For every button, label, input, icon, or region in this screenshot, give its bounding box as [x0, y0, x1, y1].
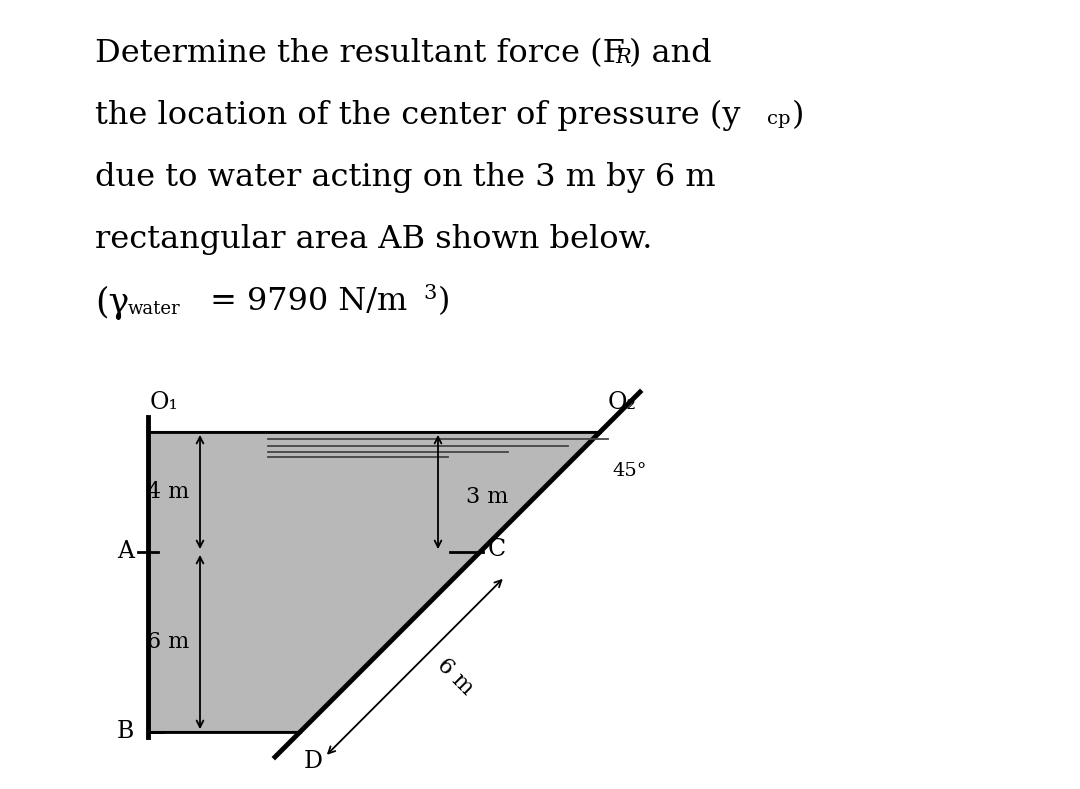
- Text: the location of the center of pressure (y: the location of the center of pressure (…: [95, 100, 741, 131]
- Text: water: water: [129, 300, 180, 318]
- Text: 3: 3: [423, 284, 436, 303]
- Text: cp: cp: [767, 110, 791, 128]
- Text: rectangular area AB shown below.: rectangular area AB shown below.: [95, 224, 652, 255]
- Text: ): ): [792, 100, 805, 131]
- Text: (γ: (γ: [95, 286, 130, 320]
- Text: O₂: O₂: [608, 391, 637, 414]
- Text: 45°: 45°: [612, 462, 647, 480]
- Text: D: D: [303, 750, 323, 773]
- Polygon shape: [148, 432, 600, 732]
- Text: 6 m: 6 m: [147, 631, 189, 653]
- Text: O₁: O₁: [150, 391, 179, 414]
- Text: Determine the resultant force (F: Determine the resultant force (F: [95, 38, 625, 69]
- Text: 3 m: 3 m: [465, 486, 509, 508]
- Text: 6 m: 6 m: [433, 654, 478, 700]
- Text: B: B: [117, 720, 134, 743]
- Text: A: A: [117, 540, 134, 563]
- Text: C: C: [488, 539, 507, 562]
- Text: ): ): [438, 286, 450, 317]
- Text: due to water acting on the 3 m by 6 m: due to water acting on the 3 m by 6 m: [95, 162, 716, 193]
- Text: 4 m: 4 m: [147, 481, 189, 503]
- Text: R: R: [615, 48, 631, 67]
- Text: ) and: ) and: [629, 38, 712, 69]
- Text: = 9790 N/m: = 9790 N/m: [200, 286, 407, 317]
